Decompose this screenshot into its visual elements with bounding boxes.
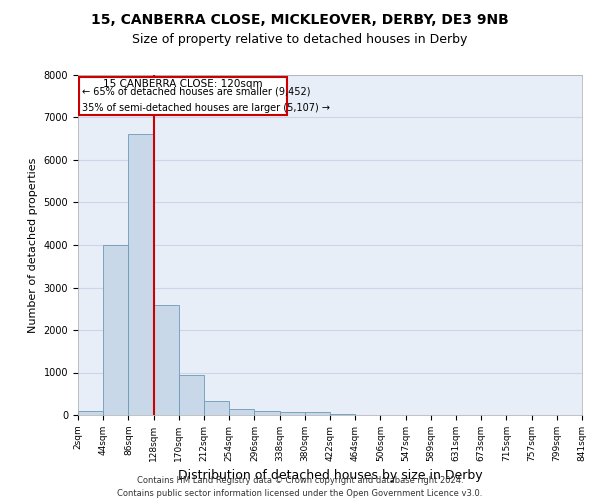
Text: Contains HM Land Registry data © Crown copyright and database right 2024.
Contai: Contains HM Land Registry data © Crown c… bbox=[118, 476, 482, 498]
Bar bbox=[78, 411, 103, 415]
Y-axis label: Number of detached properties: Number of detached properties bbox=[28, 158, 38, 332]
Bar bbox=[154, 304, 179, 415]
Bar bbox=[179, 374, 204, 415]
Text: ← 65% of detached houses are smaller (9,452): ← 65% of detached houses are smaller (9,… bbox=[82, 86, 310, 97]
Bar bbox=[330, 414, 355, 415]
Text: 35% of semi-detached houses are larger (5,107) →: 35% of semi-detached houses are larger (… bbox=[82, 102, 330, 113]
Bar bbox=[103, 245, 128, 415]
Text: 15, CANBERRA CLOSE, MICKLEOVER, DERBY, DE3 9NB: 15, CANBERRA CLOSE, MICKLEOVER, DERBY, D… bbox=[91, 12, 509, 26]
Bar bbox=[229, 409, 254, 415]
Bar bbox=[280, 412, 305, 415]
Bar bbox=[305, 412, 330, 415]
Bar bbox=[204, 402, 229, 415]
Bar bbox=[79, 77, 287, 116]
Text: Size of property relative to detached houses in Derby: Size of property relative to detached ho… bbox=[133, 32, 467, 46]
Bar bbox=[128, 134, 154, 415]
Bar bbox=[254, 411, 280, 415]
X-axis label: Distribution of detached houses by size in Derby: Distribution of detached houses by size … bbox=[178, 470, 482, 482]
Text: 15 CANBERRA CLOSE: 120sqm: 15 CANBERRA CLOSE: 120sqm bbox=[103, 79, 263, 89]
